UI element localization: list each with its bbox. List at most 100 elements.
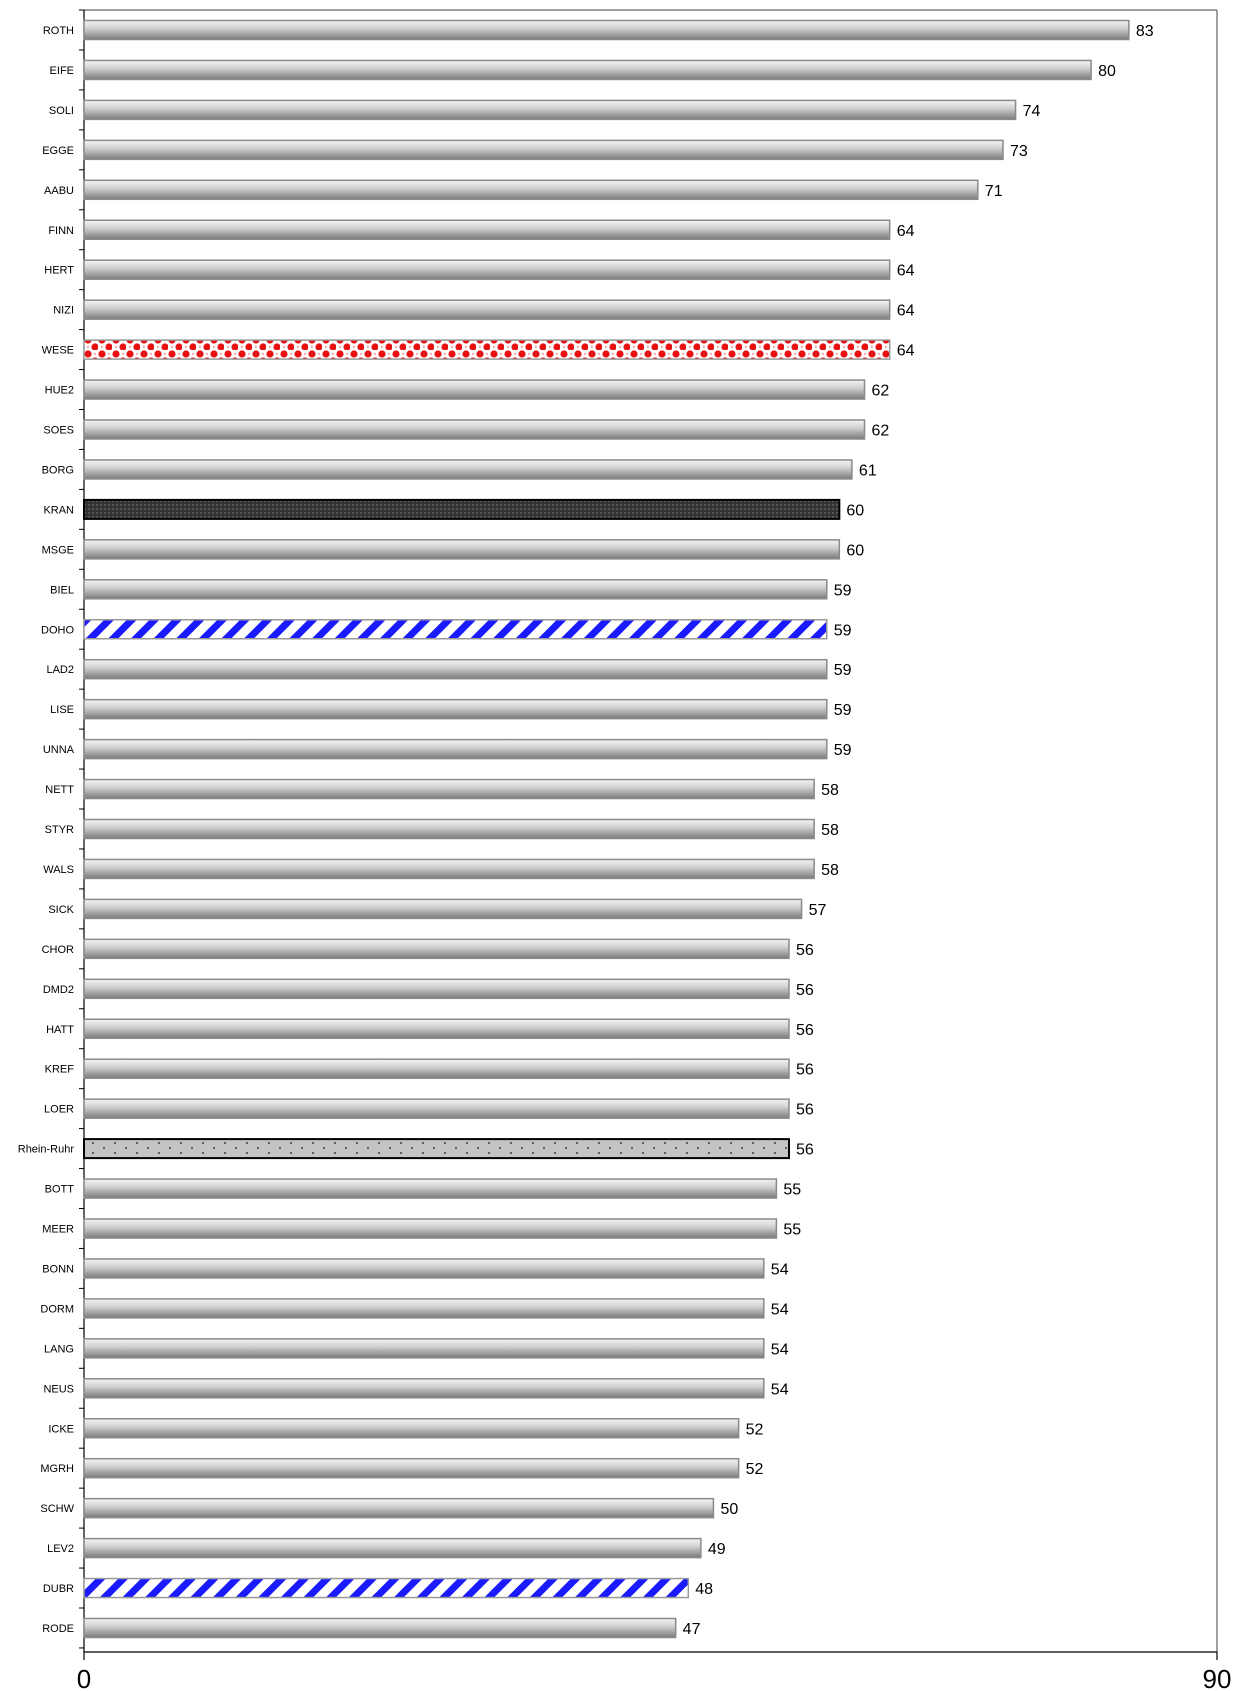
bar-lev2: [83, 1537, 702, 1559]
axis-ticks-group: ROTH EIFE SOLI EGGE AABU FINN HERT NIZI WESE HUE2…: [18, 9, 1232, 1691]
bar-icke: [83, 1418, 740, 1439]
value-label-bott: 55: [783, 1182, 801, 1199]
value-label-lev2: 49: [708, 1541, 726, 1558]
value-label-lise: 59: [834, 702, 852, 719]
value-label-bonn: 54: [771, 1261, 789, 1278]
bar-soli: [83, 99, 1017, 121]
value-label-hatt: 56: [796, 1022, 814, 1039]
category-label-bott: BOTT: [45, 1184, 75, 1196]
x-tick-label: 90: [1203, 1664, 1232, 1691]
category-label-hatt: HATT: [46, 1024, 74, 1036]
value-label-loer: 56: [796, 1102, 814, 1119]
category-label-hue2: HUE2: [45, 385, 74, 397]
value-label-eife: 80: [1098, 63, 1116, 80]
bar-biel: [83, 579, 828, 600]
value-label-mgrh: 52: [746, 1461, 764, 1478]
bar-finn: [83, 219, 891, 240]
bar-msge: [83, 539, 841, 560]
value-label-doho: 59: [834, 622, 852, 639]
category-label-dmd2: DMD2: [43, 984, 74, 996]
value-label-meer: 55: [783, 1222, 801, 1239]
value-label-nett: 58: [821, 782, 839, 799]
value-label-schw: 50: [720, 1501, 738, 1518]
bar-neus: [83, 1378, 765, 1399]
value-label-wals: 58: [821, 862, 839, 879]
bar-meer: [83, 1218, 778, 1239]
value-label-roth: 83: [1136, 23, 1154, 40]
bar-soes: [83, 419, 866, 440]
bar-lise: [83, 698, 828, 720]
category-label-wals: WALS: [43, 864, 74, 876]
bar-mgrh: [83, 1457, 740, 1479]
value-label-dubr: 48: [695, 1581, 713, 1598]
bar-bonn: [83, 1258, 765, 1279]
category-label-kran: KRAN: [43, 504, 74, 516]
bar-unna: [83, 738, 828, 760]
value-label-soes: 62: [872, 423, 890, 440]
category-label-eife: EIFE: [50, 65, 74, 77]
value-label-sick: 57: [809, 902, 827, 919]
category-label-aabu: AABU: [44, 185, 74, 197]
category-label-dorm: DORM: [40, 1303, 74, 1315]
category-label-finn: FINN: [48, 225, 74, 237]
value-label-soli: 74: [1023, 103, 1041, 120]
bar-hert: [83, 259, 891, 280]
category-label-rode: RODE: [42, 1623, 74, 1635]
value-label-borg: 61: [859, 462, 877, 479]
category-label-mgrh: MGRH: [40, 1463, 74, 1475]
value-label-egge: 73: [1010, 143, 1028, 160]
value-label-rode: 47: [683, 1621, 701, 1638]
category-label-loer: LOER: [44, 1104, 74, 1116]
category-label-roth: ROTH: [43, 25, 74, 37]
bar-roth: [83, 19, 1130, 41]
bar-rhein-ruhr: [83, 1138, 790, 1160]
category-label-icke: ICKE: [48, 1423, 74, 1435]
category-label-neus: NEUS: [43, 1383, 74, 1395]
value-label-nizi: 64: [897, 303, 915, 320]
category-label-lang: LANG: [44, 1343, 74, 1355]
category-label-nett: NETT: [45, 784, 74, 796]
category-label-soes: SOES: [43, 425, 74, 437]
bar-dorm: [83, 1298, 765, 1319]
bar-rode: [83, 1617, 677, 1639]
category-label-hert: HERT: [44, 265, 74, 277]
category-label-msge: MSGE: [42, 544, 74, 556]
category-label-meer: MEER: [42, 1224, 74, 1236]
value-label-hert: 64: [897, 263, 915, 280]
category-label-chor: CHOR: [42, 944, 74, 956]
x-tick-label: 0: [77, 1664, 91, 1691]
bar-styr: [83, 818, 815, 840]
category-label-lad2: LAD2: [46, 664, 74, 676]
category-label-rhein-ruhr: Rhein-Ruhr: [18, 1144, 75, 1156]
category-label-soli: SOLI: [49, 105, 74, 117]
bar-borg: [83, 459, 853, 480]
value-label-neus: 54: [771, 1381, 789, 1398]
category-label-borg: BORG: [42, 464, 74, 476]
value-label-biel: 59: [834, 582, 852, 599]
category-label-styr: STYR: [45, 824, 74, 836]
bar-kref: [83, 1058, 790, 1079]
bar-wals: [83, 858, 815, 880]
value-label-lad2: 59: [834, 662, 852, 679]
bar-lad2: [83, 658, 828, 680]
bar-eife: [83, 59, 1092, 81]
category-label-lev2: LEV2: [47, 1543, 74, 1555]
category-label-dubr: DUBR: [43, 1583, 74, 1595]
category-label-unna: UNNA: [43, 744, 75, 756]
bar-bott: [83, 1178, 778, 1199]
value-label-chor: 56: [796, 942, 814, 959]
category-label-wese: WESE: [42, 345, 74, 357]
bar-nizi: [83, 299, 891, 320]
category-label-egge: EGGE: [42, 145, 74, 157]
value-label-aabu: 71: [985, 183, 1003, 200]
value-label-dmd2: 56: [796, 982, 814, 999]
category-label-sick: SICK: [48, 904, 74, 916]
bar-loer: [83, 1098, 790, 1119]
category-label-kref: KREF: [45, 1064, 75, 1076]
value-label-hue2: 62: [872, 383, 890, 400]
value-label-styr: 58: [821, 822, 839, 839]
value-label-rhein-ruhr: 56: [796, 1142, 814, 1159]
bar-doho: [83, 619, 828, 640]
bar-lang: [83, 1338, 765, 1359]
